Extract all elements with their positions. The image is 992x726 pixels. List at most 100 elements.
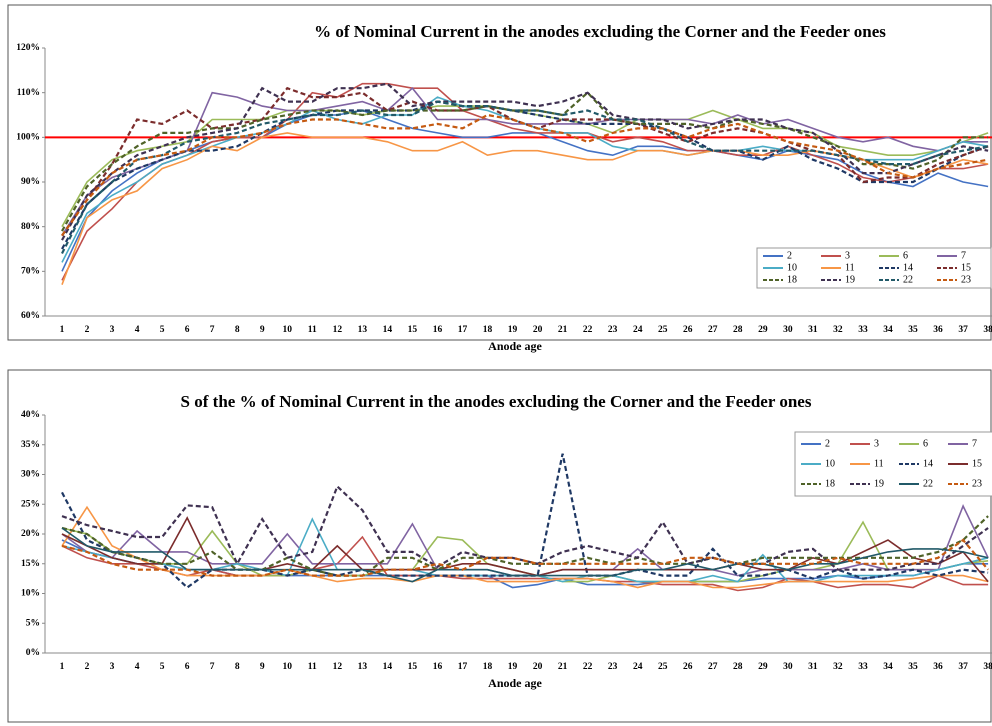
x-tick-label: 11 [308,325,317,335]
series-line [61,113,989,237]
series-line [61,505,989,589]
x-tick-label: 19 [508,325,518,335]
series-line [61,100,989,254]
legend-label: 14 [903,262,913,273]
x-tick-label: 14 [383,325,393,335]
legend-label: 23 [972,478,982,489]
x-tick-label: 17 [458,325,468,335]
x-tick-label: 8 [235,662,240,672]
legend-label: 2 [825,438,830,449]
x-tick-label: 23 [608,662,618,672]
legend-label: 14 [923,458,933,469]
x-tick-label: 21 [558,662,568,672]
legend-label: 22 [903,274,913,285]
x-tick-label: 9 [260,325,265,335]
chart-title: % of Nominal Current in the anodes exclu… [314,22,886,41]
chart-title: S of the % of Nominal Current in the ano… [181,392,812,411]
series-line [61,86,989,237]
legend-label: 11 [874,458,884,469]
y-tick-label: 110% [17,88,40,98]
x-tick-label: 20 [533,325,543,335]
series-line [61,100,989,250]
legend-label: 7 [972,438,977,449]
series-line [61,484,989,571]
x-tick-label: 7 [210,662,215,672]
x-tick-label: 5 [160,662,165,672]
x-tick-label: 36 [933,662,943,672]
x-tick-label: 34 [883,325,893,335]
x-tick-label: 4 [135,662,140,672]
x-tick-label: 37 [958,325,968,335]
legend-label: 23 [961,274,971,285]
x-tick-label: 24 [633,662,643,672]
y-tick-label: 100% [16,133,40,143]
x-tick-label: 28 [733,662,743,672]
legend-label: 6 [923,438,928,449]
x-tick-label: 31 [808,325,818,335]
x-tick-label: 18 [483,325,493,335]
x-tick-label: 17 [458,662,468,672]
legend-label: 19 [845,274,855,285]
y-tick-label: 80% [21,222,40,232]
legend-label: 22 [923,478,933,489]
x-tick-label: 3 [110,325,115,335]
series-line [61,82,989,241]
x-tick-label: 27 [708,325,718,335]
x-tick-label: 35 [908,325,918,335]
legend-label: 10 [825,458,835,469]
x-tick-label: 21 [558,325,568,335]
y-tick-label: 70% [21,267,40,277]
legend-label: 18 [825,478,835,489]
x-tick-label: 16 [433,325,443,335]
panel-frame [7,369,992,723]
x-tick-label: 28 [733,325,743,335]
series-line [61,132,989,285]
y-tick-label: 35% [21,440,40,450]
x-tick-label: 32 [833,662,843,672]
x-tick-label: 32 [833,325,843,335]
x-tick-label: 13 [358,662,368,672]
y-tick-label: 20% [21,529,40,539]
legend-label: 7 [961,250,966,261]
x-tick-label: 24 [633,325,643,335]
x-tick-label: 29 [758,325,768,335]
series-line [61,504,989,577]
x-tick-label: 3 [110,662,115,672]
x-tick-label: 12 [333,662,343,672]
x-tick-label: 30 [783,325,793,335]
x-tick-label: 37 [958,662,968,672]
x-tick-label: 11 [308,662,317,672]
y-tick-label: 40% [21,410,40,420]
series-line [61,82,989,281]
x-tick-label: 27 [708,662,718,672]
x-tick-label: 6 [185,662,190,672]
legend-label: 15 [961,262,971,273]
x-tick-label: 23 [608,325,618,335]
legend-label: 11 [845,262,855,273]
x-tick-label: 15 [408,325,418,335]
y-tick-label: 30% [21,470,40,480]
y-tick-label: 60% [21,311,40,321]
x-tick-label: 29 [758,662,768,672]
x-tick-label: 4 [135,325,140,335]
legend-label: 18 [787,274,797,285]
x-tick-label: 25 [658,325,668,335]
x-tick-label: 10 [283,662,293,672]
legend-label: 3 [874,438,879,449]
x-tick-label: 36 [933,325,943,335]
x-tick-label: 26 [683,662,693,672]
y-tick-label: 5% [26,618,40,628]
x-tick-label: 14 [383,662,393,672]
y-tick-label: 15% [21,559,40,569]
x-tick-label: 1 [60,325,65,335]
x-tick-label: 33 [858,662,868,672]
x-tick-label: 6 [185,325,190,335]
x-tick-label: 35 [908,662,918,672]
series-line [61,109,989,272]
y-tick-label: 0% [26,648,40,658]
series-line [61,527,989,583]
x-tick-label: 2 [85,325,90,335]
x-tick-label: 31 [808,662,818,672]
x-tick-label: 8 [235,325,240,335]
